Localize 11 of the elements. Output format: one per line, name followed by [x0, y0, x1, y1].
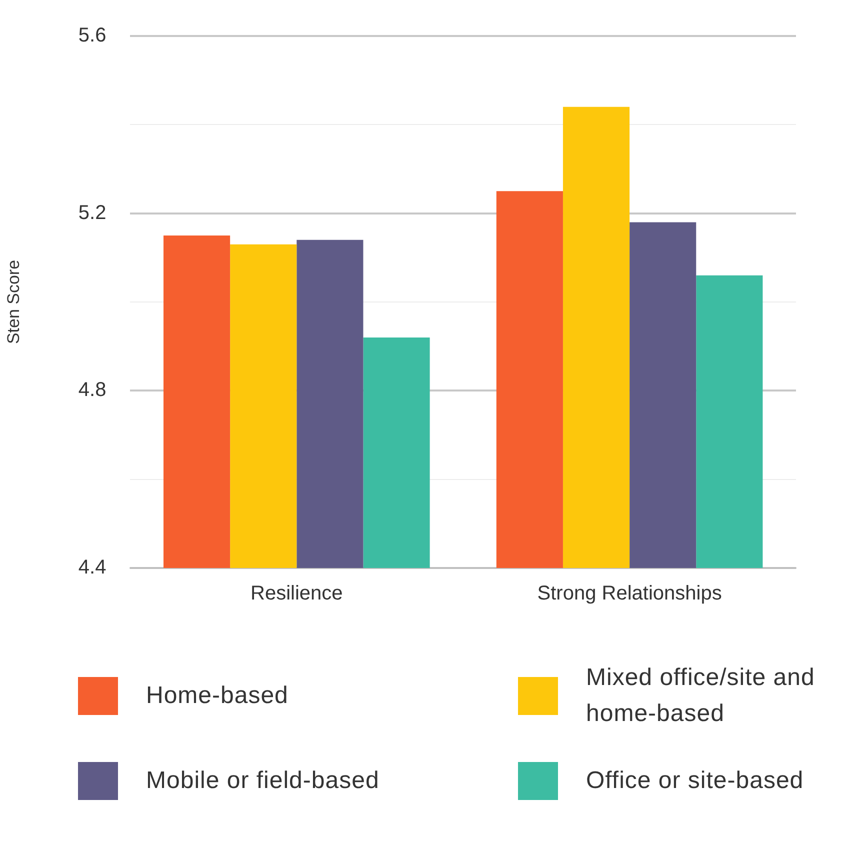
- y-tick-label: 4.8: [78, 379, 106, 402]
- legend-label: Mobile or field-based: [146, 766, 380, 796]
- y-tick-label: 5.2: [78, 202, 106, 224]
- legend-label: Office or site-based: [586, 766, 804, 796]
- x-tick-label: Resilience: [250, 582, 343, 605]
- y-tick-label: 5.6: [78, 24, 106, 47]
- y-tick-label: 4.4: [78, 556, 106, 579]
- legend-label: Mixed office/site and home-based: [586, 663, 816, 729]
- x-tick-label: Strong Relationships: [537, 582, 722, 605]
- legend-label: Home-based: [146, 681, 288, 711]
- y-axis-title: Sten Score: [4, 260, 23, 344]
